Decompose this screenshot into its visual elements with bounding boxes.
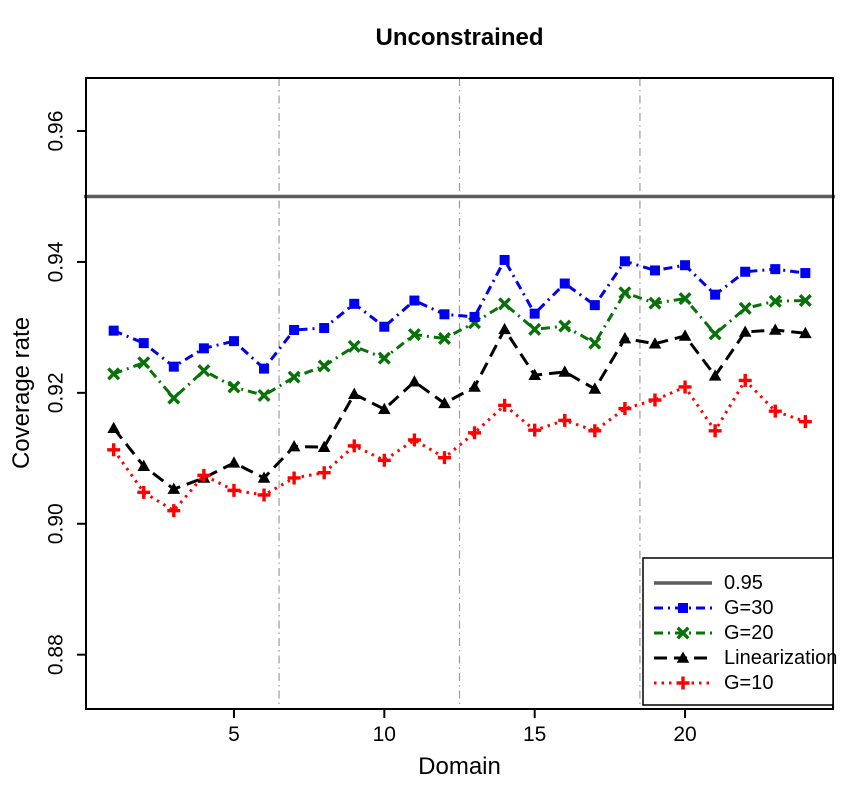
legend-entry-0: 0.95 <box>654 572 763 594</box>
series-g30 <box>108 254 811 374</box>
series-g10 <box>107 373 812 518</box>
svg-text:0.88: 0.88 <box>45 634 68 675</box>
svg-text:5: 5 <box>228 723 240 746</box>
chart-title: Unconstrained <box>375 24 544 51</box>
legend: 0.95 G=30 G=20 Linearization G=10 <box>642 557 837 706</box>
legend-entry-4: G=10 <box>654 672 773 694</box>
svg-text:G=20: G=20 <box>724 622 773 644</box>
svg-text:15: 15 <box>523 723 546 746</box>
series-g20 <box>107 286 812 405</box>
y-axis-ticks: 0.88 0.90 0.92 0.94 0.96 <box>45 111 85 675</box>
svg-text:0.90: 0.90 <box>45 503 68 544</box>
svg-text:0.95: 0.95 <box>724 572 763 594</box>
legend-entry-1: G=30 <box>654 597 773 619</box>
legend-entry-3: Linearization <box>654 647 837 669</box>
svg-text:0.92: 0.92 <box>45 372 68 413</box>
legend-entry-2: G=20 <box>654 622 773 644</box>
svg-text:Linearization: Linearization <box>724 647 837 669</box>
x-axis-ticks: 5 10 15 20 <box>228 710 697 746</box>
svg-text:0.96: 0.96 <box>45 111 68 152</box>
x-axis-label: Domain <box>418 753 501 780</box>
svg-text:0.94: 0.94 <box>45 241 68 282</box>
svg-text:10: 10 <box>373 723 396 746</box>
svg-text:20: 20 <box>673 723 696 746</box>
svg-text:G=30: G=30 <box>724 597 773 619</box>
plot-border <box>85 77 834 710</box>
svg-text:G=10: G=10 <box>724 672 773 694</box>
